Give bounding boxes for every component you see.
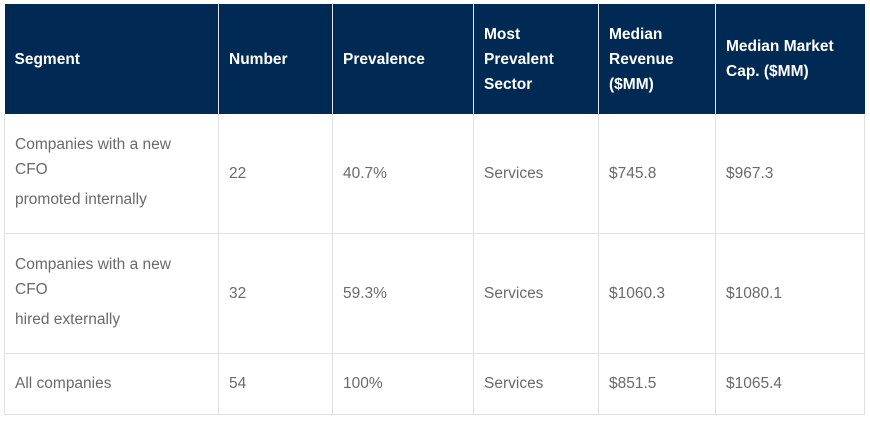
header-number-label: Number xyxy=(229,50,288,68)
header-segment-label: Segment xyxy=(14,50,80,68)
segment-line2: CFO xyxy=(15,161,48,178)
cell-number: 54 xyxy=(218,353,333,415)
cell-prevalence: 40.7% xyxy=(332,114,474,234)
cell-marketcap: $1080.1 xyxy=(715,233,865,354)
cell-segment: All companies xyxy=(4,353,219,415)
header-revenue-line1: Median xyxy=(609,25,663,43)
cell-prevalence: 100% xyxy=(332,353,474,415)
header-revenue-line3: ($MM) xyxy=(609,75,654,93)
header-sector-line1: Most xyxy=(484,25,521,43)
cell-segment: Companies with a new CFO promoted intern… xyxy=(4,114,219,234)
header-row: Segment Number Prevalence Most Prevalent… xyxy=(4,4,865,114)
cell-revenue: $745.8 xyxy=(598,114,716,234)
table-row: Companies with a new CFO promoted intern… xyxy=(4,114,865,234)
segment-line3: promoted internally xyxy=(15,191,147,208)
header-sector-line3: Sector xyxy=(484,75,533,93)
cell-number: 22 xyxy=(218,114,333,234)
cell-number: 32 xyxy=(218,233,333,354)
cell-marketcap: $967.3 xyxy=(715,114,865,234)
cell-revenue: $851.5 xyxy=(598,353,716,415)
header-sector: Most Prevalent Sector xyxy=(473,4,599,114)
header-sector-line2: Prevalent xyxy=(484,50,554,68)
header-revenue: Median Revenue ($MM) xyxy=(598,4,716,114)
header-prevalence-label: Prevalence xyxy=(343,50,425,68)
cell-sector: Services xyxy=(473,114,599,234)
table-row: Companies with a new CFO hired externall… xyxy=(4,233,865,354)
table-row: All companies 54 100% Services $851.5 $1… xyxy=(4,353,865,415)
cfo-segments-table: Segment Number Prevalence Most Prevalent… xyxy=(4,4,865,415)
header-prevalence: Prevalence xyxy=(332,4,474,114)
header-marketcap-line1: Median Market xyxy=(726,38,834,55)
header-revenue-line2: Revenue xyxy=(609,50,674,68)
cell-revenue: $1060.3 xyxy=(598,233,716,354)
segment-line2: CFO xyxy=(15,281,48,298)
header-marketcap-line2: Cap. ($MM) xyxy=(726,63,809,80)
segment-line1: Companies with a new xyxy=(15,136,171,153)
cell-sector: Services xyxy=(473,233,599,354)
cell-marketcap: $1065.4 xyxy=(715,353,865,415)
cell-sector: Services xyxy=(473,353,599,415)
cell-prevalence: 59.3% xyxy=(332,233,474,354)
segment-line3: hired externally xyxy=(15,311,121,328)
header-marketcap: Median Market Cap. ($MM) xyxy=(715,4,865,114)
cell-segment: Companies with a new CFO hired externall… xyxy=(4,233,219,354)
header-number: Number xyxy=(218,4,333,114)
header-segment: Segment xyxy=(4,4,219,114)
segment-line1: Companies with a new xyxy=(15,256,171,273)
